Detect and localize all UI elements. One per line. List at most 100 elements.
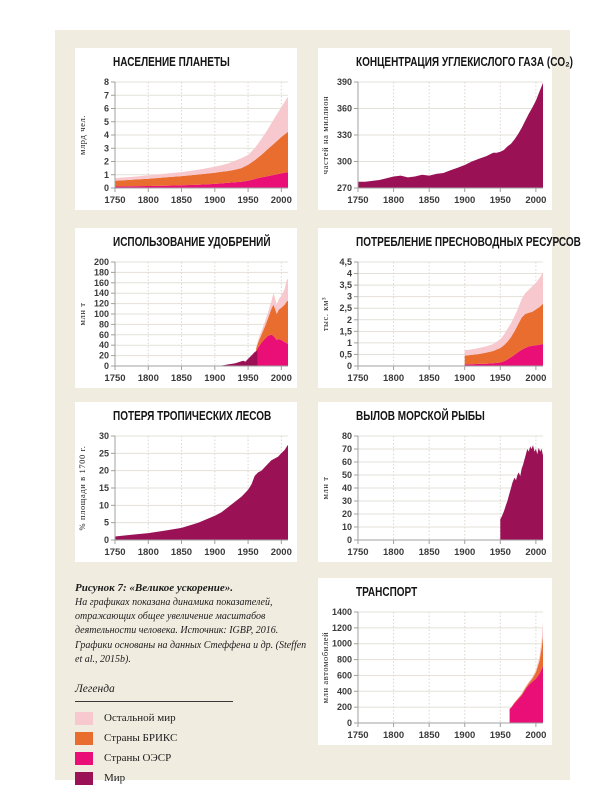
svg-text:3: 3 [347, 292, 352, 302]
svg-text:30: 30 [99, 431, 109, 441]
svg-text:0,5: 0,5 [339, 349, 352, 359]
chart-canvas-population: 0 1 2 3 4 5 6 7 8 1750 1800 1850 1900 1950 2000 млрд че… [77, 77, 292, 206]
caption-body: На графиках показана динамика показателе… [75, 597, 307, 665]
chart-title-forest: ПОТЕРЯ ТРОПИЧЕСКИХ ЛЕСОВ [113, 409, 272, 423]
svg-text:800: 800 [337, 655, 352, 665]
legend-item-rest-of-world: Остальной мир [75, 711, 307, 725]
legend-swatch-brics [75, 731, 93, 745]
svg-text:1850: 1850 [419, 730, 440, 741]
svg-text:2000: 2000 [271, 373, 292, 384]
caption-title: Рисунок 7: «Великое ускорение». [75, 582, 234, 594]
svg-text:1750: 1750 [104, 195, 125, 206]
svg-text:2000: 2000 [525, 547, 546, 558]
svg-text:60: 60 [342, 457, 352, 467]
svg-text:20: 20 [99, 351, 109, 361]
svg-text:4: 4 [104, 130, 109, 140]
svg-text:0: 0 [347, 718, 352, 728]
svg-text:2000: 2000 [271, 195, 292, 206]
svg-text:тыс. км³: тыс. км³ [320, 297, 330, 331]
svg-text:1850: 1850 [419, 547, 440, 558]
svg-text:1950: 1950 [490, 547, 511, 558]
svg-text:частей на миллион: частей на миллион [320, 96, 330, 174]
svg-text:300: 300 [337, 157, 352, 167]
svg-text:15: 15 [99, 483, 109, 493]
svg-text:млрд чел.: млрд чел. [77, 115, 87, 155]
svg-text:1750: 1750 [104, 547, 125, 558]
svg-text:270: 270 [337, 183, 352, 193]
chart-panel-transport: ТРАНСПОРТ 0 200 400 600 800 1000 1200 1400 1750 1… [318, 578, 552, 745]
svg-text:2000: 2000 [525, 373, 546, 384]
svg-text:1000: 1000 [332, 639, 352, 649]
svg-text:1400: 1400 [332, 607, 352, 617]
svg-text:1850: 1850 [171, 547, 192, 558]
svg-text:1: 1 [104, 170, 109, 180]
svg-text:330: 330 [337, 130, 352, 140]
chart-title-fertilizer: ИСПОЛЬЗОВАНИЕ УДОБРЕНИЙ [113, 235, 271, 249]
legend-label: Остальной мир [104, 712, 176, 725]
svg-text:1: 1 [347, 338, 352, 348]
svg-text:1,5: 1,5 [339, 326, 352, 336]
chart-panel-co2: КОНЦЕНТРАЦИЯ УГЛЕКИСЛОГО ГАЗА (CO₂) 270 3… [318, 48, 573, 210]
legend-swatch-oecd [75, 751, 93, 765]
svg-text:1850: 1850 [171, 373, 192, 384]
svg-text:6: 6 [104, 104, 109, 114]
chart-title-freshwater: ПОТРЕБЛЕНИЕ ПРЕСНОВОДНЫХ РЕСУРСОВ [356, 235, 581, 249]
svg-text:5: 5 [104, 518, 109, 528]
legend-label: Страны ОЭСР [104, 752, 172, 765]
svg-text:1850: 1850 [171, 195, 192, 206]
svg-text:1900: 1900 [204, 195, 225, 206]
svg-text:2,5: 2,5 [339, 303, 352, 313]
svg-text:2000: 2000 [525, 195, 546, 206]
svg-text:1200: 1200 [332, 623, 352, 633]
svg-text:1900: 1900 [454, 730, 475, 741]
svg-text:2: 2 [347, 315, 352, 325]
chart-title-population: НАСЕЛЕНИЕ ПЛАНЕТЫ [113, 55, 230, 69]
chart-canvas-forest: 0 5 10 15 20 25 30 1750 1800 1850 1900 1950 2000 % пл… [77, 431, 292, 558]
svg-text:40: 40 [99, 340, 109, 350]
svg-text:1750: 1750 [347, 730, 368, 741]
svg-text:3,5: 3,5 [339, 280, 352, 290]
legend-swatch-world [75, 771, 93, 785]
svg-text:8: 8 [104, 77, 109, 87]
svg-text:3: 3 [104, 143, 109, 153]
svg-text:1950: 1950 [238, 547, 259, 558]
chart-canvas-freshwater: 0 0,51 1,52 2,53 3,54 4,5 1750 1800 1850 1900 1950… [320, 257, 546, 384]
svg-text:25: 25 [99, 448, 109, 458]
svg-text:млн т: млн т [77, 302, 87, 325]
svg-text:100: 100 [94, 309, 109, 319]
svg-text:600: 600 [337, 670, 352, 680]
svg-text:1800: 1800 [138, 547, 159, 558]
legend-label: Мир [104, 772, 126, 785]
svg-text:160: 160 [94, 278, 109, 288]
svg-text:70: 70 [342, 444, 352, 454]
svg-text:10: 10 [342, 522, 352, 532]
svg-text:4,5: 4,5 [339, 257, 352, 267]
svg-text:1750: 1750 [347, 373, 368, 384]
svg-text:140: 140 [94, 288, 109, 298]
svg-text:1900: 1900 [454, 373, 475, 384]
svg-text:7: 7 [104, 90, 109, 100]
svg-text:10: 10 [99, 500, 109, 510]
svg-text:120: 120 [94, 299, 109, 309]
svg-text:1950: 1950 [238, 195, 259, 206]
svg-text:0: 0 [347, 361, 352, 371]
svg-text:млн автомобилей: млн автомобилей [320, 632, 330, 704]
svg-text:60: 60 [99, 330, 109, 340]
svg-text:80: 80 [99, 319, 109, 329]
svg-text:0: 0 [104, 535, 109, 545]
svg-text:1800: 1800 [383, 373, 404, 384]
legend-item-brics: Страны БРИКС [75, 731, 307, 745]
svg-text:200: 200 [94, 257, 109, 267]
svg-text:1800: 1800 [138, 373, 159, 384]
svg-text:1800: 1800 [138, 195, 159, 206]
chart-title-transport: ТРАНСПОРТ [356, 585, 418, 599]
chart-panel-fertilizer: ИСПОЛЬЗОВАНИЕ УДОБРЕНИЙ 0 20 40 60 80 100 120 1… [75, 228, 297, 388]
chart-canvas-co2: 270 300 330 360 390 1750 1800 1850 1900 1950 2000 ч… [320, 77, 546, 206]
svg-text:50: 50 [342, 470, 352, 480]
svg-text:1900: 1900 [454, 547, 475, 558]
svg-text:1750: 1750 [347, 195, 368, 206]
svg-text:20: 20 [342, 509, 352, 519]
chart-title-co2: КОНЦЕНТРАЦИЯ УГЛЕКИСЛОГО ГАЗА (CO₂) [356, 55, 573, 69]
